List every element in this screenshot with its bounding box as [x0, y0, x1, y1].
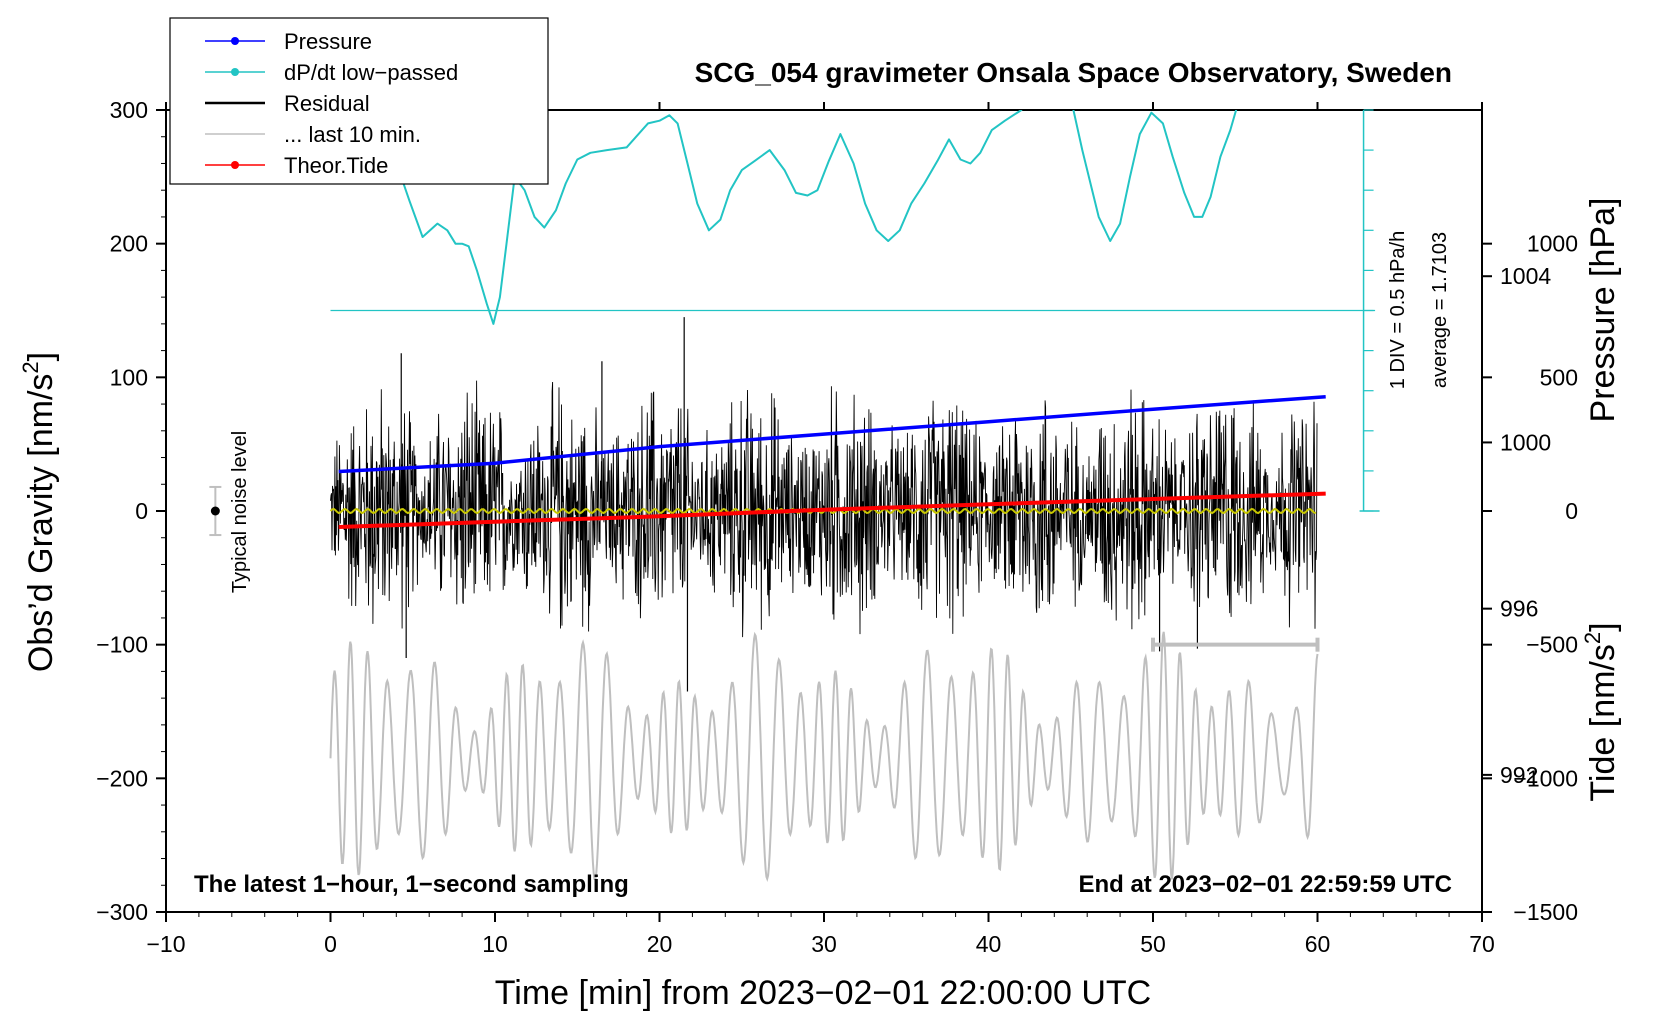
axes-layer: −10 0 10 20 30 40 50 60 70−300−200−1000100200300… [96, 97, 1578, 957]
legend-box [169, 17, 549, 185]
legend: Pressure dP/dt low−passed Residual ... last… [169, 17, 549, 185]
y-axis-title-close: ] [22, 352, 60, 361]
tide-tick-label-2: −500 [1526, 632, 1578, 658]
tide-axis-title-close: ] [1584, 622, 1622, 631]
pressure-tick-label-0: 992 [1500, 762, 1538, 788]
note-left: The latest 1−hour, 1−second sampling [194, 871, 629, 898]
tide-tick-label-4: 500 [1540, 364, 1578, 390]
tide-tick-label-0: −1500 [1513, 899, 1578, 925]
tide-series-line [338, 491, 1326, 529]
legend-label-4: Theor.Tide [284, 153, 388, 178]
x-tick-label-4: 30 [811, 931, 837, 957]
legend-label-1: dP/dt low−passed [284, 60, 458, 85]
legend-label-3: ... last 10 min. [284, 122, 421, 147]
legend-marker-0 [231, 37, 239, 45]
pressure-tick-label-3: 1004 [1500, 263, 1551, 289]
legend-label-2: Residual [284, 91, 370, 116]
legend-marker-4 [231, 161, 239, 169]
tide-axis-title-main: Tide [nm/s [1584, 644, 1622, 801]
x-tick-label-1: 0 [324, 931, 337, 957]
x-tick-label-5: 40 [976, 931, 1002, 957]
note-right: End at 2023−02−01 22:59:59 UTC [1078, 871, 1452, 898]
pressure-series-line [338, 394, 1326, 474]
y-axis-title-sup: 2 [18, 361, 43, 373]
y-tick-label-4: 100 [110, 364, 148, 390]
chart-title: SCG_054 gravimeter Onsala Space Observat… [695, 57, 1452, 88]
pressure-axis-title: Pressure [hPa] [1584, 198, 1622, 423]
tide-tick-label-5: 1000 [1527, 231, 1578, 257]
x-tick-label-2: 10 [482, 931, 508, 957]
dpdt-div-label: 1 DIV = 0.5 hPa/h [1387, 231, 1409, 389]
x-tick-label-0: −10 [146, 931, 185, 957]
x-tick-label-3: 20 [647, 931, 673, 957]
x-tick-label-7: 60 [1305, 931, 1331, 957]
average-series-line [329, 507, 1317, 515]
y-tick-label-1: −200 [96, 765, 148, 791]
series-layer [209, 109, 1380, 883]
x-tick-label-8: 70 [1469, 931, 1495, 957]
dpdt-series-line [400, 110, 1238, 325]
y-axis-title: Obs’d Gravity [nm/s2] [18, 352, 60, 672]
x-axis-title: Time [min] from 2023−02−01 22:00:00 UTC [495, 974, 1151, 1012]
dpdt-average-label: average = 1.7103 [1429, 232, 1451, 388]
pressure-tick-label-2: 1000 [1500, 429, 1551, 455]
legend-label-0: Pressure [284, 29, 372, 54]
noise-level-label: Typical noise level [229, 431, 251, 593]
y-tick-label-6: 300 [110, 97, 148, 123]
y-axis-title-main: Obs’d Gravity [nm/s [22, 374, 60, 673]
y-tick-label-3: 0 [135, 498, 148, 524]
y-tick-label-0: −300 [96, 899, 148, 925]
y-tick-label-2: −100 [96, 632, 148, 658]
tide-tick-label-1: −1000 [1513, 765, 1578, 791]
last10-series-line [329, 631, 1319, 883]
noise-dot [210, 506, 220, 516]
pressure-tick-label-1: 996 [1500, 596, 1538, 622]
tide-axis-title: Tide [nm/s2] [1580, 622, 1622, 801]
tide-tick-label-3: 0 [1565, 498, 1578, 524]
y-tick-label-5: 200 [110, 231, 148, 257]
tide-axis-title-sup: 2 [1580, 632, 1605, 644]
legend-marker-1 [231, 68, 239, 76]
x-tick-label-6: 50 [1140, 931, 1166, 957]
